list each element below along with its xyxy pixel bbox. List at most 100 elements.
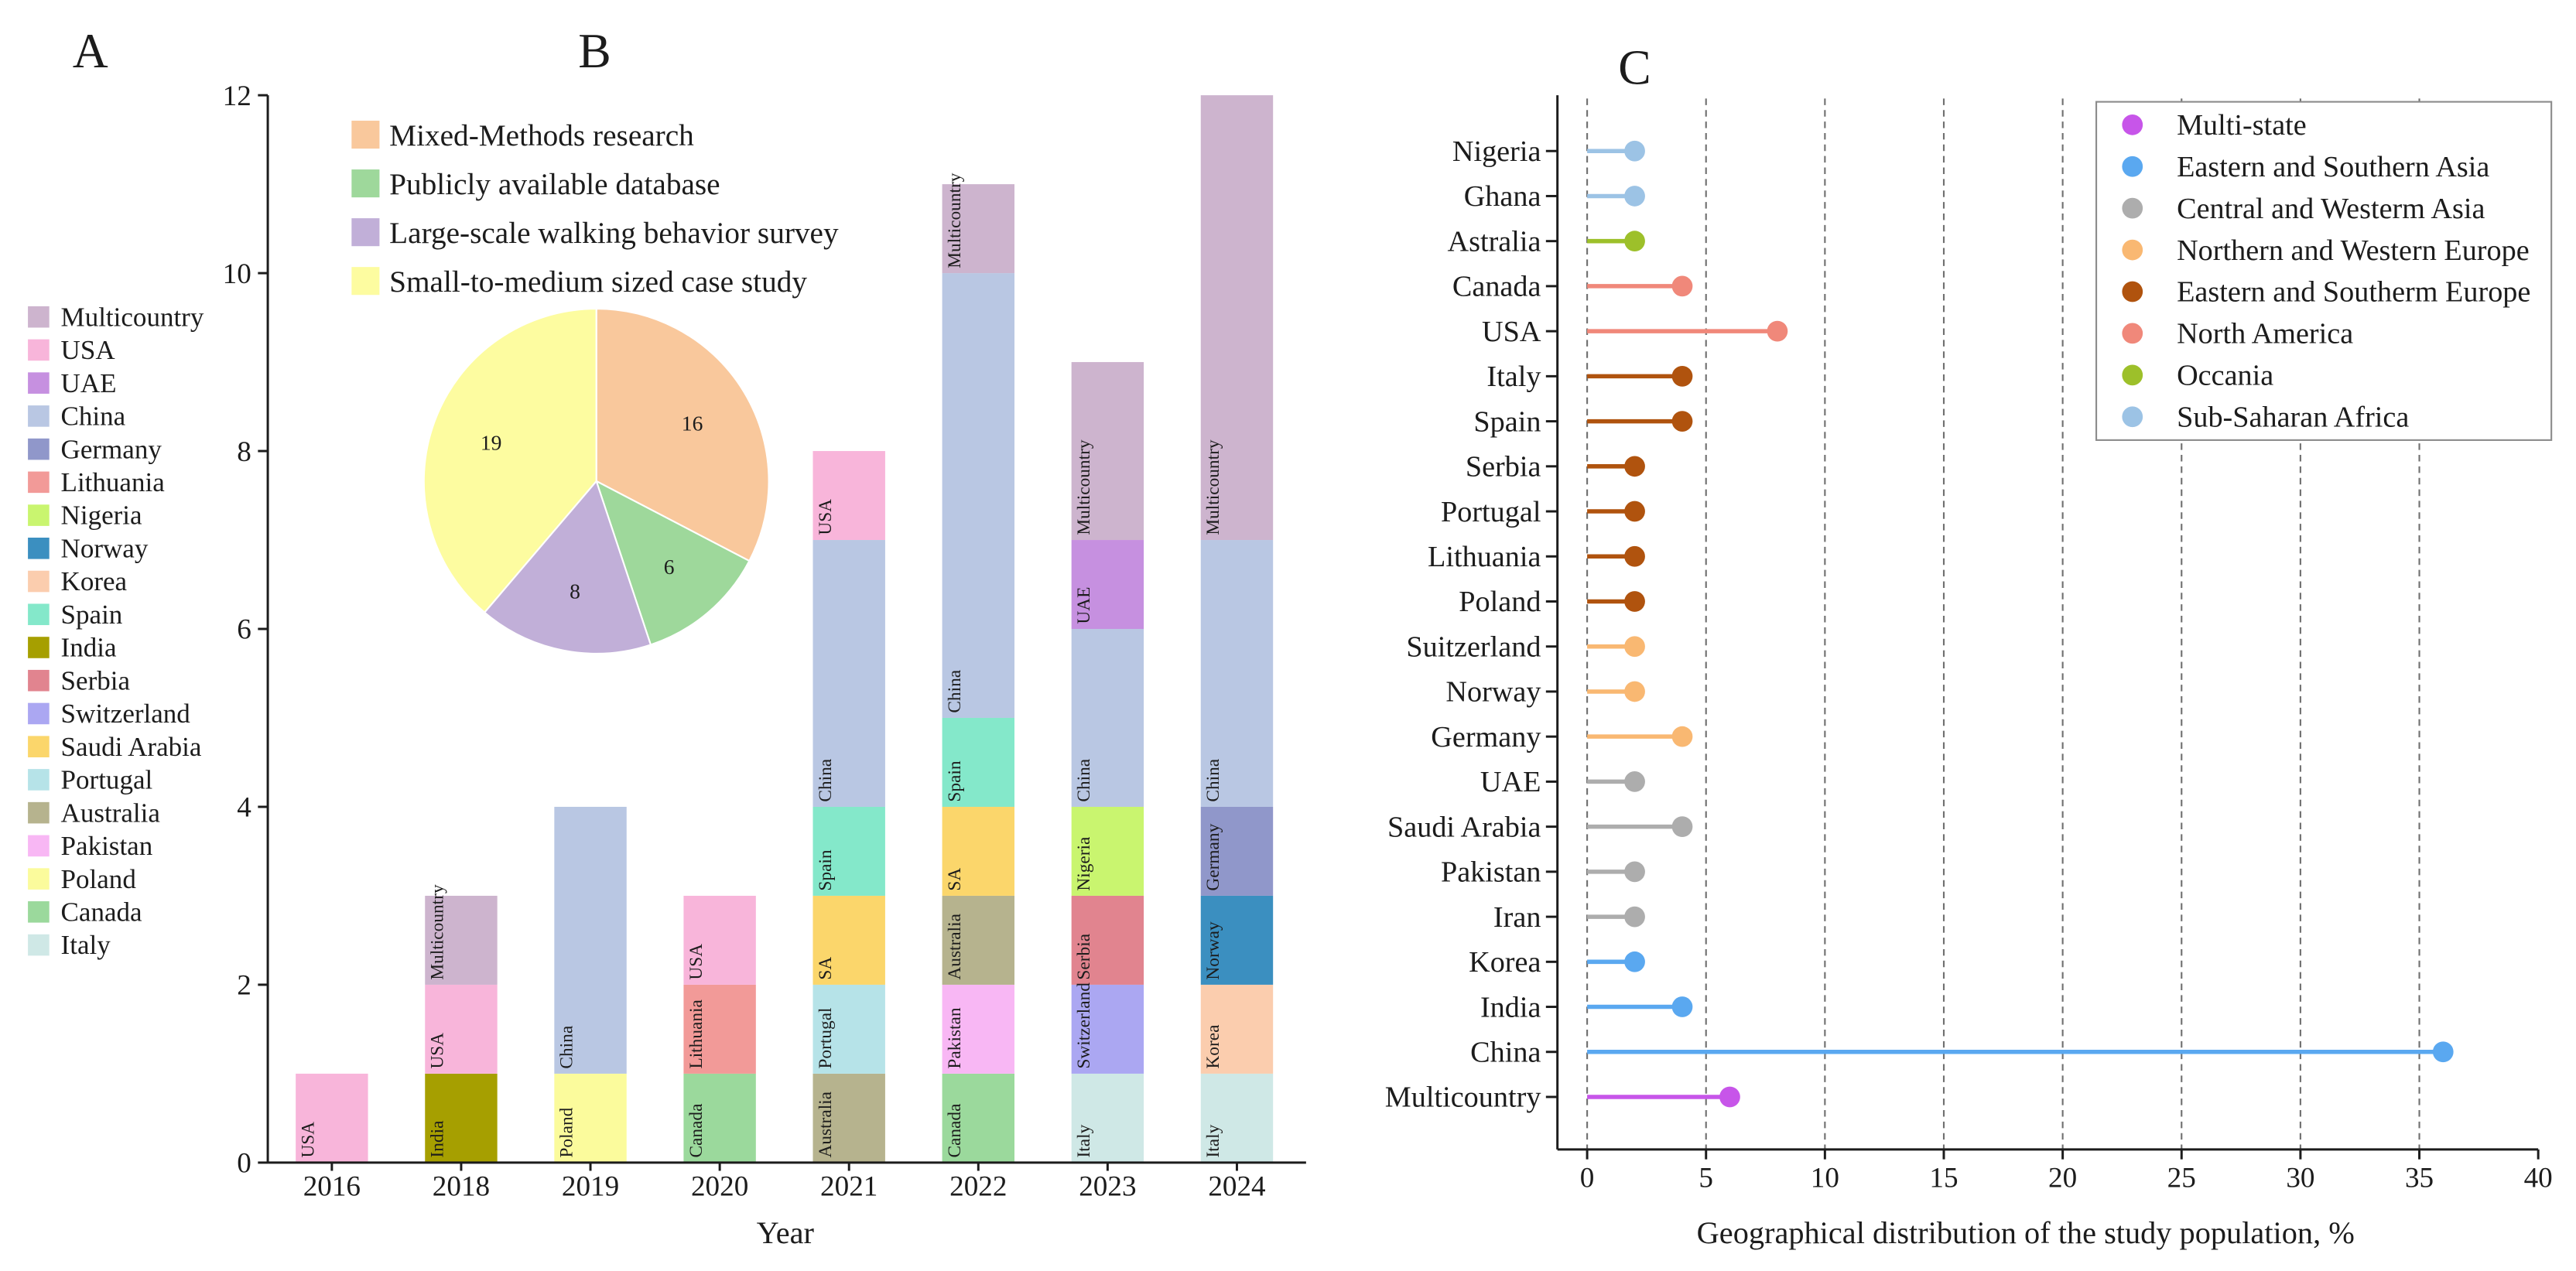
bar-segment-usa [425,984,498,1074]
pie-legend-item-publicly-available-database: Publicly available database [351,168,720,201]
y-category-label: Norway [1445,676,1541,709]
legend-swatch [28,504,50,526]
lollipop-dot-pakistan [1624,861,1645,883]
bar-segment-spain [942,717,1015,807]
lollipop-dot-canada [1671,275,1693,297]
legend-label: Multi-state [2177,109,2307,142]
legend-item-pakistan: Pakistan [28,831,152,861]
panel-label-a: A [73,23,108,78]
lollipop-dot-nigeria [1624,140,1645,162]
legend-label: Spain [61,600,123,630]
y-category-label: Astralia [1448,225,1541,258]
legend-swatch [28,736,50,757]
pie-legend-swatch [351,169,380,198]
legend-label: Saudi Arabia [61,732,202,762]
legend-swatch [28,669,50,692]
y-category-label: Korea [1469,946,1541,979]
legend-marker [2122,197,2143,219]
bar-segment-label: China [816,758,836,801]
legend-marker [2122,239,2143,261]
legend-swatch [28,637,50,658]
stacked-bar-chart-by-year: USA2016IndiaUSAMulticountry2018PolandChi… [223,80,1306,1202]
bar-segment-label: Australia [816,1091,836,1157]
bar-segment-australia [942,895,1015,985]
legend-swatch [28,372,50,394]
bar-segment-label: Spain [945,760,965,801]
legend-item-northern-and-western-europe: Northern and Western Europe [2122,234,2530,267]
bar-segment-label: China [945,669,965,712]
bar-segment-usa [296,1073,368,1163]
bar-segment-multicountry [942,184,1015,274]
legend-label: Italy [61,930,111,960]
bar-segment-label: China [557,1025,577,1068]
legend-label: USA [61,335,116,365]
legend-item-canada: Canada [28,897,142,928]
y-category-label: Pakistan [1441,856,1541,889]
legend-item-saudi-arabia: Saudi Arabia [28,732,202,762]
lollipop-dot-korea [1624,951,1645,972]
bar-segment-label: Norway [1203,921,1223,980]
study-design-pie-chart: 16 6 8 19 [422,308,770,654]
bar-segment-australia [812,1073,885,1163]
legend-label: Sub-Saharan Africa [2177,401,2409,433]
bar-segment-label: UAE [1074,587,1094,624]
legend-swatch [28,934,50,956]
bar-segment-label: Pakistan [945,1007,965,1068]
legend-swatch [28,306,50,328]
y-category-label: Saudi Arabia [1387,811,1541,843]
lollipop-dot-astralia [1624,231,1645,252]
legend-label: India [61,633,117,663]
pie-slice-value-label: 16 [682,411,703,435]
legend-item-lithuania: Lithuania [28,467,165,497]
x-tick-label: 2018 [433,1170,490,1202]
bar-segment-label: Italy [1074,1124,1094,1157]
x-tick-label: 40 [2524,1163,2553,1194]
pie-legend-item-large-scale-walking-behavior-survey: Large-scale walking behavior survey [351,217,839,250]
legend-swatch [28,471,50,494]
bar-segment-label: SA [945,868,965,891]
y-category-label: USA [1482,316,1541,348]
bar-segment-label: Spain [816,849,836,890]
bar-segment-multicountry [1071,362,1144,541]
legend-label: Nigeria [61,501,142,531]
legend-label: Switzerland [61,699,191,729]
x-tick-label: 2020 [691,1170,748,1202]
bar-segment-label: Canada [686,1103,706,1158]
y-tick-label: 4 [237,792,251,824]
legend-marker [2122,281,2143,302]
panel-label-b: B [578,23,611,78]
legend-item-norway: Norway [28,533,149,563]
pie-slice-mixed-methods-research [595,308,770,562]
legend-label: Central and Westerm Asia [2177,193,2485,225]
bar-segment-multicountry [425,895,498,985]
legend-label: Pakistan [61,831,153,861]
bar-segment-label: Multicountry [1074,439,1094,535]
y-tick-label: 12 [223,80,251,112]
x-tick-label: 5 [1699,1163,1713,1194]
bar-segment-china [1071,629,1144,807]
legend-item-china: China [28,401,126,432]
legend-swatch [28,901,50,923]
legend-label: Australia [61,798,161,828]
legend-swatch [28,339,50,361]
legend-label: China [61,401,126,432]
bar-segment-korea [1200,984,1274,1074]
bar-segment-label: USA [299,1122,319,1158]
bar-segment-nigeria [1071,806,1144,896]
bar-segment-label: China [1074,758,1094,801]
legend-label: Northern and Western Europe [2177,234,2530,267]
lollipop-dot-uae [1624,771,1645,792]
bar-segment-china [812,540,885,807]
bar-segment-label: China [1203,758,1223,801]
bar-segment-label: SA [816,957,836,980]
pie-slice-large-scale-walking-behavior-survey [483,479,652,654]
legend-swatch [28,769,50,791]
pie-legend-label: Mixed-Methods research [389,119,694,152]
legend-item-italy: Italy [28,930,111,960]
lollipop-dot-poland [1624,591,1645,612]
legend-label: UAE [61,368,117,398]
bar-segment-label: Multicountry [945,173,965,268]
legend-label: Canada [61,897,142,928]
x-tick-label: 25 [2167,1163,2196,1194]
